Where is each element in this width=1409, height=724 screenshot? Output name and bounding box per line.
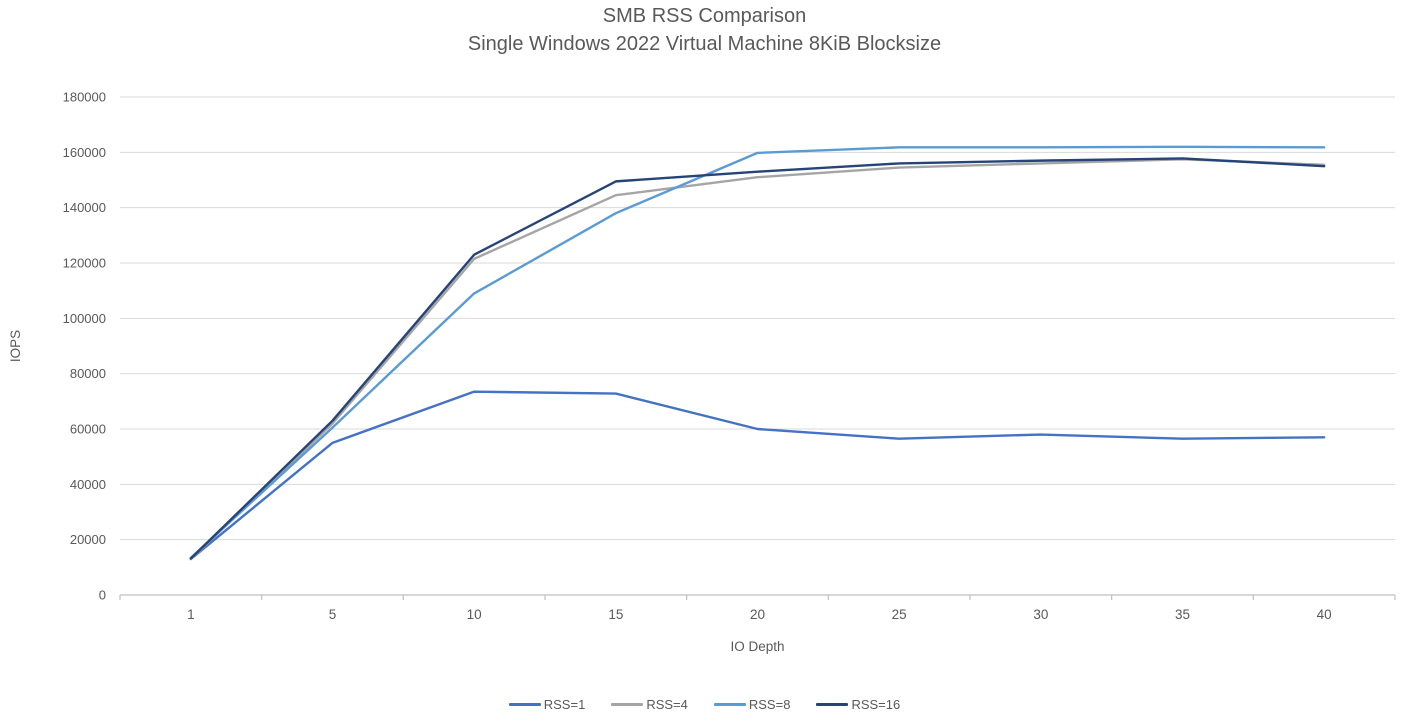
legend-label-rss-4: RSS=4 — [646, 697, 688, 712]
x-tick-label: 10 — [467, 607, 482, 622]
y-tick-label: 20000 — [70, 532, 106, 547]
y-axis-title: IOPS — [8, 330, 23, 362]
x-axis-title: IO Depth — [730, 639, 784, 654]
legend-item-rss-4: RSS=4 — [611, 697, 688, 712]
x-tick-label: 15 — [608, 607, 623, 622]
legend-item-rss-8: RSS=8 — [713, 697, 791, 712]
y-tick-label: 40000 — [70, 477, 106, 492]
legend-swatch-rss-16 — [816, 703, 849, 706]
x-tick-label: 1 — [187, 607, 195, 622]
series-line-rss-4 — [189, 158, 1326, 561]
x-tick-label: 30 — [1033, 607, 1048, 622]
legend-item-rss-16: RSS=16 — [816, 697, 900, 712]
y-tick-label: 100000 — [63, 311, 106, 326]
legend-label-rss-8: RSS=8 — [748, 697, 791, 712]
series-line-rss-8 — [189, 145, 1326, 560]
y-tick-label: 140000 — [63, 200, 106, 215]
x-tick-label: 40 — [1317, 607, 1332, 622]
legend-swatch-rss-4 — [611, 703, 644, 706]
y-tick-label: 80000 — [70, 366, 106, 381]
y-tick-label: 120000 — [63, 256, 106, 271]
chart-subtitle: Single Windows 2022 Virtual Machine 8KiB… — [467, 33, 942, 55]
legend-label-rss-1: RSS=1 — [543, 697, 586, 712]
chart-title-block: SMB RSS Comparison Single Windows 2022 V… — [0, 2, 1409, 58]
series-line-rss-16 — [189, 157, 1326, 560]
chart-title: SMB RSS Comparison — [602, 5, 807, 27]
legend-swatch-rss-8 — [713, 703, 746, 706]
y-tick-label: 0 — [99, 588, 106, 603]
x-tick-label: 35 — [1175, 607, 1190, 622]
x-tick-label: 20 — [750, 607, 765, 622]
legend-item-rss-1: RSS=1 — [508, 697, 586, 712]
legend-swatch-rss-1 — [508, 703, 541, 706]
y-tick-label: 160000 — [63, 145, 106, 160]
y-tick-label: 180000 — [63, 90, 106, 105]
y-tick-label: 60000 — [70, 422, 106, 437]
series-line-rss-1 — [189, 390, 1326, 561]
x-tick-label: 5 — [329, 607, 337, 622]
legend-label-rss-16: RSS=16 — [851, 697, 901, 712]
chart-legend: RSS=1 RSS=4 RSS=8 RSS=16 — [0, 697, 1409, 712]
x-tick-label: 25 — [892, 607, 907, 622]
